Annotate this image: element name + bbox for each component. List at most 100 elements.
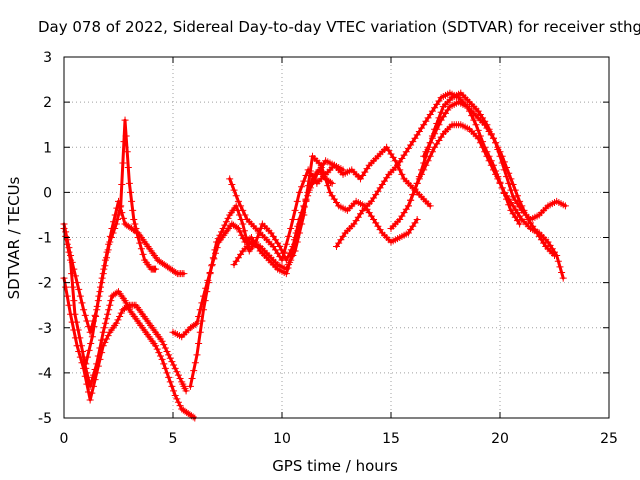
data-point — [208, 262, 216, 270]
data-point — [191, 359, 199, 367]
data-point — [65, 301, 73, 309]
data-point — [106, 232, 114, 240]
data-point — [291, 206, 299, 214]
data-point — [420, 159, 428, 167]
data-point — [285, 261, 293, 269]
data-point — [500, 158, 508, 166]
data-point — [559, 274, 567, 282]
data-point — [152, 265, 160, 273]
data-point — [83, 380, 91, 388]
data-point — [63, 292, 71, 300]
data-point — [561, 202, 569, 210]
data-point — [426, 202, 434, 210]
data-point — [81, 372, 89, 380]
data-point — [193, 319, 201, 327]
data-point — [107, 297, 115, 305]
y-axis-title: SDTVAR / TECUs — [5, 176, 23, 299]
data-point — [117, 309, 125, 317]
data-point — [196, 328, 204, 336]
series-track-12 — [420, 98, 558, 260]
data-point — [295, 188, 303, 196]
data-point — [287, 224, 295, 232]
data-point — [474, 134, 482, 142]
data-point — [494, 175, 502, 183]
data-point — [201, 297, 209, 305]
data-point — [165, 373, 173, 381]
data-point — [172, 268, 180, 276]
data-point — [233, 223, 241, 231]
data-point — [496, 179, 504, 187]
data-point — [78, 359, 86, 367]
data-point — [505, 169, 513, 177]
data-point — [206, 270, 214, 278]
data-point — [253, 234, 261, 241]
data-point — [70, 326, 78, 334]
data-point — [306, 167, 314, 175]
data-point — [173, 368, 181, 376]
data-point — [170, 361, 178, 369]
data-point — [85, 388, 93, 396]
data-point — [114, 316, 122, 324]
data-point — [470, 116, 478, 124]
data-point — [193, 351, 201, 359]
data-point — [433, 125, 441, 133]
x-axis-title: GPS time / hours — [272, 457, 398, 475]
data-point — [124, 302, 132, 310]
data-point — [221, 221, 229, 229]
data-point — [509, 180, 517, 188]
y-tick-label: -5 — [38, 411, 52, 427]
data-point — [428, 134, 436, 142]
data-point — [156, 352, 164, 360]
data-point — [496, 148, 504, 156]
data-point — [174, 371, 182, 379]
data-point — [62, 283, 70, 291]
data-point — [404, 202, 412, 210]
data-point — [234, 224, 242, 232]
data-point — [96, 355, 104, 363]
x-tick-label: 0 — [60, 431, 69, 447]
data-point — [160, 360, 168, 368]
data-point — [409, 191, 417, 199]
tick-labels: 0 5 10 15 20 25 -5 -4 -3 -2 -1 0 1 2 3 — [38, 50, 618, 447]
data-point — [398, 170, 406, 178]
data-point — [125, 179, 133, 187]
data-point — [115, 197, 122, 205]
data-point — [479, 143, 487, 151]
data-point — [324, 182, 332, 190]
data-point — [111, 211, 119, 219]
data-point — [104, 332, 112, 340]
data-point — [551, 252, 558, 260]
data-point — [101, 338, 109, 346]
data-point — [121, 116, 129, 124]
data-point — [98, 274, 106, 282]
series-track-4 — [82, 197, 188, 368]
data-point — [68, 258, 76, 266]
data-point — [90, 323, 98, 331]
data-point — [105, 240, 113, 248]
data-point — [113, 289, 121, 297]
data-point — [161, 344, 169, 352]
data-point — [160, 341, 168, 349]
data-point — [131, 220, 139, 228]
data-point — [89, 382, 97, 390]
data-point — [204, 279, 212, 287]
data-point — [152, 342, 160, 350]
data-point — [234, 197, 242, 205]
data-point — [498, 184, 506, 192]
data-point — [166, 378, 174, 386]
data-point — [76, 292, 84, 300]
data-point — [302, 196, 310, 204]
data-point — [62, 228, 70, 236]
data-point — [101, 319, 109, 327]
data-point — [435, 121, 443, 129]
data-point — [317, 161, 325, 169]
data-point — [85, 346, 93, 354]
data-point — [407, 196, 415, 204]
y-tick-label: -3 — [38, 321, 52, 337]
data-point — [190, 367, 198, 375]
data-point — [322, 175, 330, 183]
data-point — [104, 310, 112, 318]
data-point — [71, 334, 79, 342]
data-point — [189, 413, 197, 421]
x-tick-label: 20 — [491, 431, 509, 447]
